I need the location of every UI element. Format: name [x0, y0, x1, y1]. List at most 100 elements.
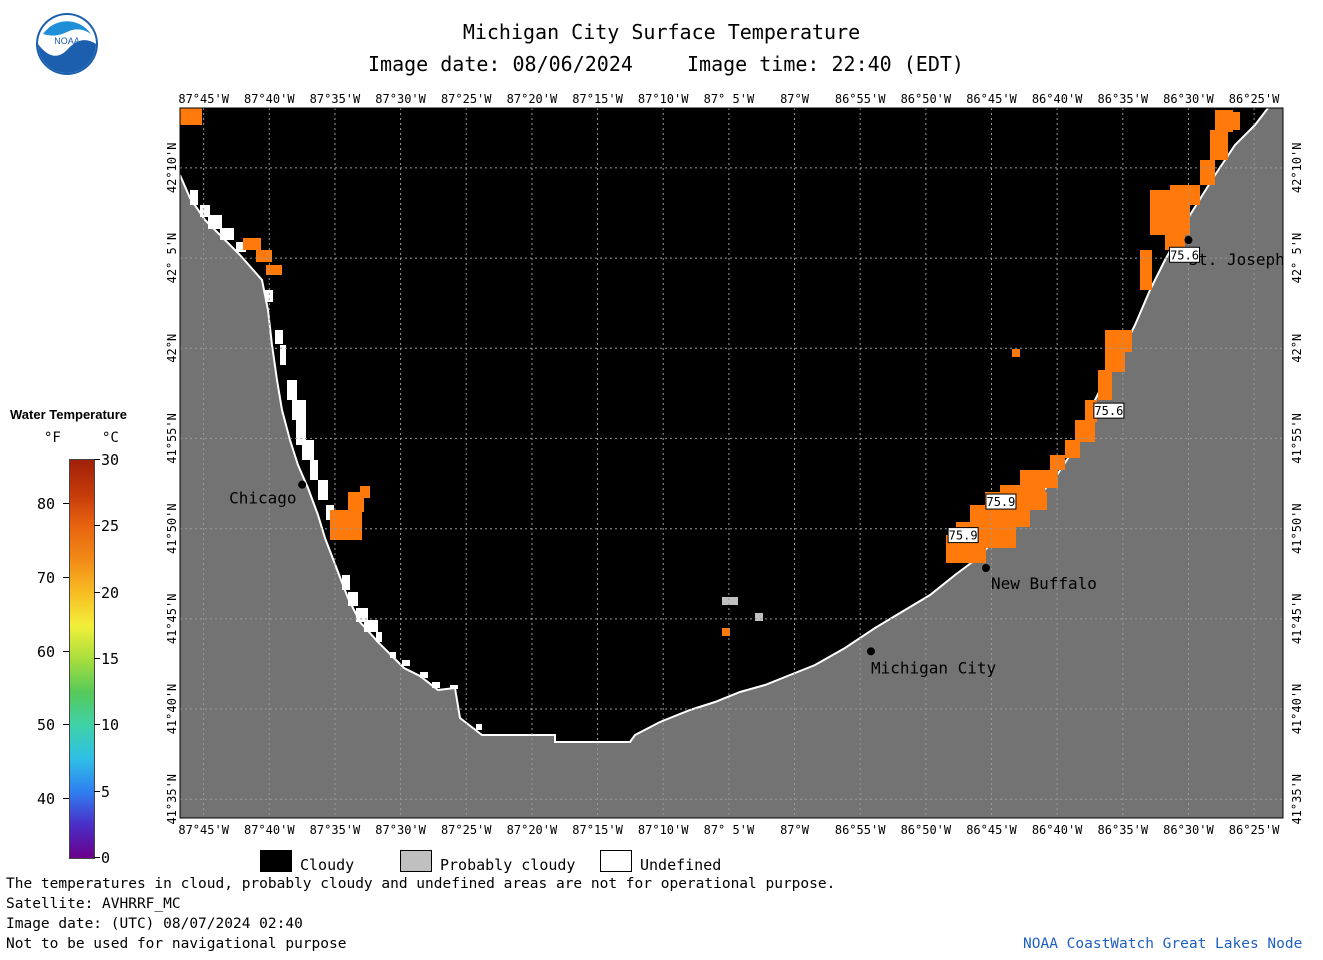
scale-tick-mark	[94, 790, 100, 792]
lat-tick-label-left: 42°N	[165, 334, 179, 363]
scale-tick-f: 60	[37, 642, 56, 661]
lat-tick-label-left: 41°50'N	[165, 503, 179, 554]
sst-patch	[1165, 230, 1185, 250]
temperature-label: 75.6	[1094, 404, 1123, 418]
lon-tick-label-bottom: 86°45'W	[966, 823, 1017, 837]
shoreline	[179, 107, 1269, 743]
scale-tick-f: 50	[37, 716, 56, 735]
lon-tick-label-top: 86°45'W	[966, 92, 1017, 106]
undefined-patch	[364, 620, 378, 632]
undefined-patch	[275, 330, 283, 344]
undefined-patch	[476, 724, 482, 730]
undefined-patch	[200, 205, 210, 217]
lon-tick-label-top: 86°35'W	[1098, 92, 1149, 106]
scale-tick-mark	[63, 576, 69, 578]
lon-tick-label-bottom: 87°40'W	[244, 823, 295, 837]
lon-tick-label-top: 87°25'W	[441, 92, 492, 106]
lon-tick-label-bottom: 86°30'W	[1163, 823, 1214, 837]
scale-tick-c: 30	[101, 451, 120, 469]
legend-undefined-swatch	[600, 850, 632, 872]
city-label: St. Joseph	[1188, 250, 1284, 269]
city-marker	[1184, 236, 1193, 245]
undefined-patch	[356, 608, 368, 622]
scale-tick-mark	[94, 857, 100, 858]
lon-tick-label-bottom: 86°25'W	[1229, 823, 1280, 837]
lat-tick-label-right: 42°N	[1290, 334, 1304, 363]
sst-patch	[722, 628, 730, 636]
lon-tick-label-bottom: 87°30'W	[375, 823, 426, 837]
lon-tick-label-bottom: 87°20'W	[507, 823, 558, 837]
lon-tick-label-bottom: 86°50'W	[901, 823, 952, 837]
scale-unit-c: °C	[102, 430, 119, 446]
sst-patch	[256, 250, 272, 262]
undefined-patch	[296, 420, 306, 445]
undefined-patch	[402, 660, 410, 666]
noaa-logo: NOAA	[36, 13, 98, 75]
lon-tick-label-top: 86°25'W	[1229, 92, 1280, 106]
undefined-patch	[265, 290, 273, 302]
sst-patch	[1228, 112, 1240, 130]
image-date: Image date: 08/06/2024	[368, 52, 633, 76]
sst-patch	[1140, 250, 1152, 290]
lat-tick-label-right: 42° 5'N	[1290, 233, 1304, 284]
lat-tick-label-right: 41°55'N	[1290, 413, 1304, 464]
scale-unit-f: °F	[44, 430, 61, 446]
sst-patch	[180, 108, 202, 125]
legend-undefined-label: Undefined	[640, 856, 722, 874]
probably-cloudy-patch	[755, 613, 763, 621]
lon-tick-label-bottom: 87°15'W	[572, 823, 623, 837]
scale-tick-f: 70	[37, 568, 56, 587]
undefined-patch	[208, 215, 222, 229]
sst-patch	[1050, 455, 1065, 470]
undefined-patch	[220, 228, 234, 240]
undefined-patch	[280, 345, 286, 365]
footer-satellite: Satellite: AVHRRF_MC	[6, 896, 181, 912]
lon-tick-label-bottom: 87°10'W	[638, 823, 689, 837]
lon-tick-label-top: 87°45'W	[178, 92, 229, 106]
undefined-patch	[390, 652, 396, 658]
temperature-label-box	[1169, 246, 1201, 263]
lat-tick-label-right: 41°45'N	[1290, 594, 1304, 645]
lat-tick-label-left: 41°40'N	[165, 684, 179, 735]
scale-tick-mark	[63, 724, 69, 726]
lat-tick-label-left: 42°10'N	[165, 143, 179, 194]
lon-tick-label-bottom: 87° 5'W	[704, 823, 755, 837]
lon-tick-label-top: 87°35'W	[310, 92, 361, 106]
city-marker	[866, 647, 875, 656]
city-label: New Buffalo	[991, 574, 1097, 593]
scale-tick-f: 80	[37, 495, 56, 514]
scale-tick-mark	[63, 503, 69, 505]
undefined-patch	[432, 682, 440, 688]
scale-tick-c: 25	[101, 517, 120, 536]
lon-tick-label-bottom: 86°35'W	[1098, 823, 1149, 837]
lon-tick-label-bottom: 87°35'W	[310, 823, 361, 837]
undefined-patch	[342, 575, 350, 590]
lon-tick-label-top: 86°40'W	[1032, 92, 1083, 106]
scale-tick-mark	[94, 525, 100, 527]
scale-title: Water Temperature	[10, 407, 128, 422]
scale-tick-mark	[63, 798, 69, 800]
scale-tick-mark	[94, 724, 100, 726]
lon-tick-label-top: 86°30'W	[1163, 92, 1214, 106]
lat-tick-label-left: 41°55'N	[165, 413, 179, 464]
undefined-patch	[190, 190, 198, 205]
lake-cloud-cover	[180, 108, 1268, 742]
sst-patch	[1020, 470, 1058, 488]
city-label: Michigan City	[871, 658, 997, 677]
undefined-patch	[450, 685, 458, 689]
footer-navigation-note: Not to be used for navigational purpose	[6, 936, 347, 952]
sst-patch	[970, 505, 1030, 527]
lat-tick-label-right: 41°40'N	[1290, 684, 1304, 735]
lon-tick-label-top: 87°30'W	[375, 92, 426, 106]
city-label: Chicago	[229, 489, 296, 508]
scale-tick-mark	[94, 591, 100, 593]
probably-cloudy-patch	[722, 597, 738, 605]
undefined-patch	[287, 380, 297, 400]
temperature-label: 75.6	[1170, 248, 1199, 262]
sst-patch	[1170, 185, 1200, 205]
scale-tick-c: 10	[101, 716, 120, 735]
undefined-patch	[420, 672, 428, 678]
legend-cloudy-swatch	[260, 850, 292, 872]
lon-tick-label-bottom: 86°40'W	[1032, 823, 1083, 837]
